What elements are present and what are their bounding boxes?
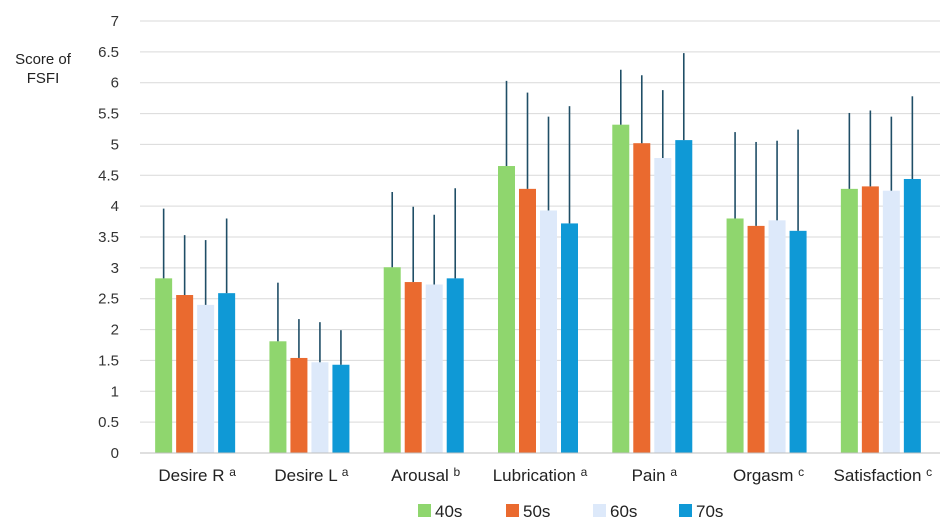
- bar-60s-arousal: [425, 284, 443, 453]
- legend-swatch-60s: [593, 504, 606, 517]
- y-tick-label: 3: [111, 260, 119, 277]
- y-tick-label: 4.5: [98, 167, 119, 184]
- legend-label-70s: 70s: [696, 502, 723, 521]
- bar-40s-pain: [612, 124, 630, 454]
- bar-40s-orgasm: [726, 218, 744, 453]
- bar-70s-lubrication: [561, 223, 578, 453]
- bar-70s-satisfaction: [903, 178, 921, 453]
- legend-label-40s: 40s: [435, 502, 462, 521]
- bar-60s-pain: [654, 158, 672, 453]
- bar-50s-lubrication: [519, 188, 536, 453]
- bar-60s-satisfaction: [882, 190, 900, 453]
- bar-60s-orgasm: [768, 220, 786, 453]
- x-tick-label: Desire R a: [158, 465, 236, 485]
- bar-50s-pain: [633, 143, 651, 454]
- y-tick-label: 5: [111, 136, 119, 153]
- y-axis-label-line1: Score of: [15, 51, 71, 68]
- y-tick-label: 1.5: [98, 352, 119, 369]
- y-tick-label: 4: [111, 198, 119, 215]
- bar-60s-desire-r: [197, 304, 215, 453]
- x-tick-label: Arousal b: [391, 465, 460, 485]
- legend-label-50s: 50s: [523, 502, 550, 521]
- bar-50s-satisfaction: [861, 186, 879, 453]
- legend-swatch-70s: [679, 504, 692, 517]
- bar-50s-orgasm: [747, 225, 765, 453]
- bar-40s-desire-r: [155, 278, 173, 453]
- x-tick-label: Desire L a: [274, 465, 348, 485]
- y-tick-label: 2.5: [98, 291, 119, 308]
- y-axis-label: Score of FSFI: [8, 50, 78, 88]
- y-tick-label: 1: [111, 383, 119, 400]
- bar-70s-desire-l: [332, 364, 350, 453]
- bar-40s-satisfaction: [840, 188, 858, 453]
- y-tick-label: 7: [111, 13, 119, 30]
- y-tick-label: 3.5: [98, 229, 119, 246]
- bar-50s-desire-l: [290, 357, 308, 453]
- bar-70s-desire-r: [218, 293, 236, 453]
- y-tick-label: 5.5: [98, 106, 119, 123]
- bar-40s-lubrication: [498, 166, 515, 453]
- y-tick-label: 6: [111, 75, 119, 92]
- legend-label-60s: 60s: [610, 502, 637, 521]
- bar-50s-desire-r: [176, 295, 194, 453]
- bar-60s-desire-l: [311, 362, 329, 453]
- y-tick-label: 0.5: [98, 414, 119, 431]
- bar-50s-arousal: [404, 282, 422, 453]
- bar-70s-orgasm: [789, 230, 807, 453]
- x-tick-label: Pain a: [632, 465, 678, 485]
- bar-40s-arousal: [383, 267, 401, 453]
- legend-swatch-50s: [506, 504, 519, 517]
- y-tick-label: 6.5: [98, 44, 119, 61]
- y-axis-label-line2: FSFI: [26, 70, 60, 87]
- bar-40s-desire-l: [269, 341, 287, 453]
- bar-70s-pain: [675, 140, 693, 453]
- bar-70s-arousal: [446, 278, 464, 453]
- legend-swatch-40s: [418, 504, 431, 517]
- bar-60s-lubrication: [540, 210, 557, 453]
- x-tick-label: Orgasm c: [733, 465, 804, 485]
- y-tick-label: 0: [111, 445, 119, 462]
- y-tick-label: 2: [111, 322, 119, 339]
- x-tick-label: Lubrication a: [493, 465, 588, 485]
- x-tick-label: Satisfaction c: [834, 465, 933, 485]
